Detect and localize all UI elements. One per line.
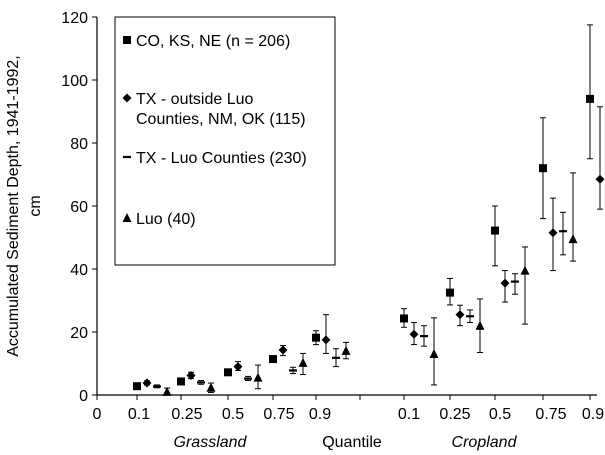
x-tick-label: 0.75 [535,406,566,423]
data-point [162,386,172,396]
data-point [400,314,408,323]
data-point [429,349,439,359]
y-axis-label: Accumulated Sediment Depth, 1941-1992, [5,55,22,357]
data-point [586,94,594,103]
y-tick-label: 80 [70,136,88,153]
x-tick-label: 0.9 [582,406,604,423]
legend-marker [122,213,132,222]
data-point [475,320,485,330]
data-point [206,382,216,392]
x-tick-label: 0.25 [439,406,470,423]
data-point [446,288,454,297]
legend-marker [122,93,132,103]
y-tick-label: 40 [70,262,88,279]
data-point [269,355,277,364]
x-tick-label: 0.25 [171,406,202,423]
group-label-grassland: Grassland [174,434,248,451]
data-point [278,345,288,355]
legend-entry: TX - outside Luo Counties, NM, OK (115) [136,91,306,128]
group-label-cropland: Cropland [452,434,518,451]
y-tick-label: 120 [61,10,88,27]
data-point [321,335,331,345]
legend-entry: CO, KS, NE (n = 206) [136,33,290,50]
x-axis-label: Quantile [322,434,382,451]
data-point [133,382,141,391]
data-point [253,372,263,382]
data-point [298,357,308,367]
y-tick-label: 0 [79,388,88,405]
data-point [341,345,351,355]
data-point [520,265,530,275]
data-point [539,164,547,173]
data-point [233,362,243,372]
x-tick-label: 0.5 [222,406,244,423]
data-point [142,378,152,388]
x-tick-label: 0 [93,406,102,423]
x-tick-label: 0.1 [128,406,150,423]
data-point [595,174,605,184]
data-point [455,310,465,320]
legend-entry: TX - Luo Counties (230) [136,150,307,167]
x-tick-label: 0.9 [309,406,331,423]
data-point [224,368,232,377]
data-point [186,370,196,380]
x-tick-label: 0.5 [489,406,511,423]
data-point [500,278,510,288]
legend-entry: Luo (40) [136,211,196,228]
data-point [409,329,419,339]
data-point [312,333,320,342]
y-axis-label: cm [27,195,44,216]
legend-box [114,16,336,266]
data-point [177,377,185,386]
x-tick-label: 0.1 [398,406,420,423]
y-tick-label: 100 [61,73,88,90]
legend-marker [123,36,131,44]
y-tick-label: 20 [70,325,88,342]
y-tick-label: 60 [70,199,88,216]
data-point [568,234,578,244]
x-tick-label: 0.75 [263,406,294,423]
data-point [548,228,558,238]
data-point [491,226,499,235]
